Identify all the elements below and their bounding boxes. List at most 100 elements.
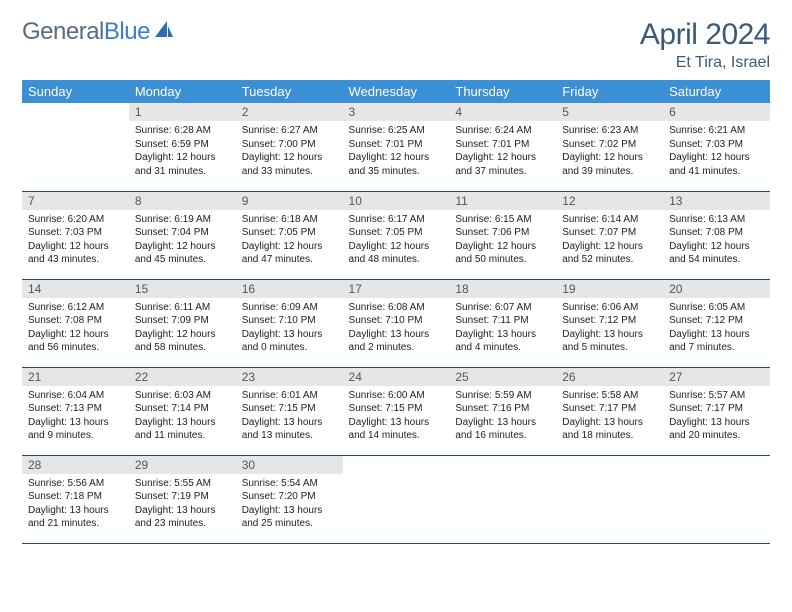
daylight-line-1: Daylight: 12 hours (28, 328, 123, 342)
brand-name: GeneralBlue (22, 18, 150, 46)
daylight-line-1: Daylight: 13 hours (455, 328, 550, 342)
daylight-line-1: Daylight: 13 hours (28, 504, 123, 518)
calendar-day-cell: 28Sunrise: 5:56 AMSunset: 7:18 PMDayligh… (22, 455, 129, 543)
sunrise-line: Sunrise: 6:13 AM (669, 213, 764, 227)
daylight-line-1: Daylight: 12 hours (562, 240, 657, 254)
calendar-page: GeneralBlue April 2024 Et Tira, Israel S… (0, 0, 792, 562)
day-number: 5 (556, 103, 663, 121)
calendar-day-cell: 23Sunrise: 6:01 AMSunset: 7:15 PMDayligh… (236, 367, 343, 455)
day-number: 23 (236, 368, 343, 386)
sunset-line: Sunset: 7:20 PM (242, 490, 337, 504)
calendar-day-cell: 4Sunrise: 6:24 AMSunset: 7:01 PMDaylight… (449, 103, 556, 191)
weekday-header: Sunday (22, 80, 129, 103)
daylight-line-1: Daylight: 12 hours (455, 240, 550, 254)
daylight-line-2: and 13 minutes. (242, 429, 337, 443)
daylight-line-2: and 39 minutes. (562, 165, 657, 179)
day-details: Sunrise: 6:12 AMSunset: 7:08 PMDaylight:… (22, 298, 129, 359)
daylight-line-1: Daylight: 13 hours (28, 416, 123, 430)
calendar-week-row: 14Sunrise: 6:12 AMSunset: 7:08 PMDayligh… (22, 279, 770, 367)
day-number: 17 (343, 280, 450, 298)
day-details: Sunrise: 6:28 AMSunset: 6:59 PMDaylight:… (129, 121, 236, 182)
day-details: Sunrise: 6:27 AMSunset: 7:00 PMDaylight:… (236, 121, 343, 182)
daylight-line-1: Daylight: 12 hours (242, 151, 337, 165)
daylight-line-2: and 45 minutes. (135, 253, 230, 267)
sunset-line: Sunset: 7:11 PM (455, 314, 550, 328)
sunset-line: Sunset: 7:17 PM (562, 402, 657, 416)
day-details: Sunrise: 5:58 AMSunset: 7:17 PMDaylight:… (556, 386, 663, 447)
daylight-line-2: and 37 minutes. (455, 165, 550, 179)
daylight-line-2: and 33 minutes. (242, 165, 337, 179)
sunrise-line: Sunrise: 6:27 AM (242, 124, 337, 138)
daylight-line-1: Daylight: 12 hours (669, 240, 764, 254)
day-number: 24 (343, 368, 450, 386)
calendar-day-cell: 11Sunrise: 6:15 AMSunset: 7:06 PMDayligh… (449, 191, 556, 279)
calendar-day-cell: 24 Sunrise: 6:00 AMSunset: 7:15 PMDayligh… (343, 367, 450, 455)
day-number: 1 (129, 103, 236, 121)
daylight-line-1: Daylight: 13 hours (135, 416, 230, 430)
day-number: 12 (556, 192, 663, 210)
daylight-line-1: Daylight: 13 hours (349, 328, 444, 342)
daylight-line-1: Daylight: 12 hours (242, 240, 337, 254)
sunrise-line: Sunrise: 5:55 AM (135, 477, 230, 491)
calendar-day-cell: 21Sunrise: 6:04 AMSunset: 7:13 PMDayligh… (22, 367, 129, 455)
sunrise-line: Sunrise: 5:57 AM (669, 389, 764, 403)
day-number: 22 (129, 368, 236, 386)
sunrise-line: Sunrise: 6:24 AM (455, 124, 550, 138)
sunrise-line: Sunrise: 6:21 AM (669, 124, 764, 138)
sunset-line: Sunset: 7:10 PM (242, 314, 337, 328)
daylight-line-1: Daylight: 13 hours (669, 328, 764, 342)
calendar-day-cell (22, 103, 129, 191)
sunrise-line: Sunrise: 6:05 AM (669, 301, 764, 315)
day-details: Sunrise: 6:01 AMSunset: 7:15 PMDaylight:… (236, 386, 343, 447)
calendar-table: SundayMondayTuesdayWednesdayThursdayFrid… (22, 80, 770, 544)
day-details: Sunrise: 5:59 AMSunset: 7:16 PMDaylight:… (449, 386, 556, 447)
daylight-line-1: Daylight: 13 hours (455, 416, 550, 430)
daylight-line-2: and 21 minutes. (28, 517, 123, 531)
calendar-day-cell: 20Sunrise: 6:05 AMSunset: 7:12 PMDayligh… (663, 279, 770, 367)
day-details: Sunrise: 6:18 AMSunset: 7:05 PMDaylight:… (236, 210, 343, 271)
calendar-day-cell (663, 455, 770, 543)
day-number: 25 (449, 368, 556, 386)
day-number: 4 (449, 103, 556, 121)
daylight-line-2: and 58 minutes. (135, 341, 230, 355)
calendar-day-cell: 1Sunrise: 6:28 AMSunset: 6:59 PMDaylight… (129, 103, 236, 191)
calendar-day-cell: 15Sunrise: 6:11 AMSunset: 7:09 PMDayligh… (129, 279, 236, 367)
sunset-line: Sunset: 6:59 PM (135, 138, 230, 152)
sunrise-line: Sunrise: 6:00 AM (349, 389, 444, 403)
sunset-line: Sunset: 7:01 PM (455, 138, 550, 152)
calendar-day-cell: 7Sunrise: 6:20 AMSunset: 7:03 PMDaylight… (22, 191, 129, 279)
sunset-line: Sunset: 7:15 PM (349, 402, 444, 416)
daylight-line-2: and 25 minutes. (242, 517, 337, 531)
daylight-line-1: Daylight: 12 hours (135, 328, 230, 342)
daylight-line-1: Daylight: 12 hours (28, 240, 123, 254)
sunrise-line: Sunrise: 6:20 AM (28, 213, 123, 227)
day-details: Sunrise: 6:06 AMSunset: 7:12 PMDaylight:… (556, 298, 663, 359)
daylight-line-2: and 48 minutes. (349, 253, 444, 267)
daylight-line-1: Daylight: 12 hours (562, 151, 657, 165)
sunrise-line: Sunrise: 6:25 AM (349, 124, 444, 138)
sunrise-line: Sunrise: 6:01 AM (242, 389, 337, 403)
sunrise-line: Sunrise: 6:19 AM (135, 213, 230, 227)
sunset-line: Sunset: 7:08 PM (669, 226, 764, 240)
calendar-day-cell: 26Sunrise: 5:58 AMSunset: 7:17 PMDayligh… (556, 367, 663, 455)
day-details: Sunrise: 6:24 AMSunset: 7:01 PMDaylight:… (449, 121, 556, 182)
sunrise-line: Sunrise: 6:23 AM (562, 124, 657, 138)
brand-name-part1: General (22, 18, 104, 45)
calendar-day-cell (449, 455, 556, 543)
daylight-line-1: Daylight: 13 hours (349, 416, 444, 430)
day-number: 16 (236, 280, 343, 298)
sunrise-line: Sunrise: 6:28 AM (135, 124, 230, 138)
daylight-line-2: and 56 minutes. (28, 341, 123, 355)
brand-name-part2: Blue (104, 18, 150, 45)
calendar-day-cell: 19Sunrise: 6:06 AMSunset: 7:12 PMDayligh… (556, 279, 663, 367)
daylight-line-2: and 43 minutes. (28, 253, 123, 267)
page-header: GeneralBlue April 2024 Et Tira, Israel (22, 18, 770, 72)
daylight-line-1: Daylight: 12 hours (135, 151, 230, 165)
calendar-day-cell: 30Sunrise: 5:54 AMSunset: 7:20 PMDayligh… (236, 455, 343, 543)
sunset-line: Sunset: 7:06 PM (455, 226, 550, 240)
daylight-line-1: Daylight: 13 hours (242, 416, 337, 430)
daylight-line-1: Daylight: 12 hours (349, 151, 444, 165)
calendar-day-cell: 6Sunrise: 6:21 AMSunset: 7:03 PMDaylight… (663, 103, 770, 191)
sunrise-line: Sunrise: 6:17 AM (349, 213, 444, 227)
day-details: Sunrise: 6:09 AMSunset: 7:10 PMDaylight:… (236, 298, 343, 359)
